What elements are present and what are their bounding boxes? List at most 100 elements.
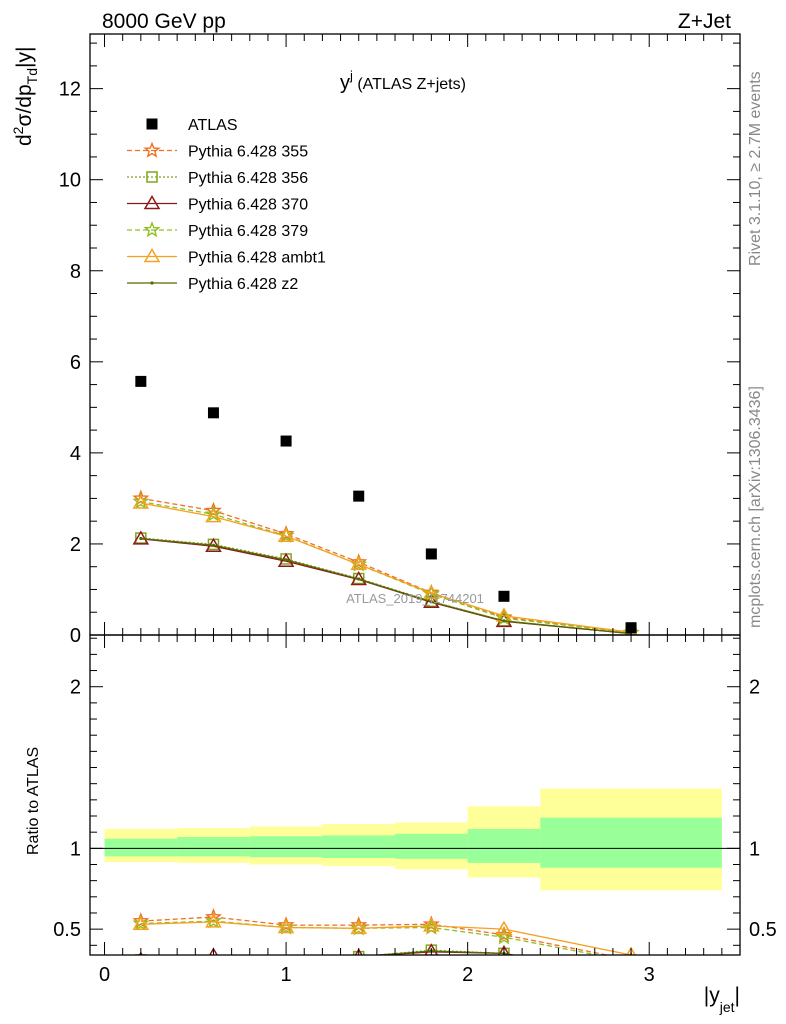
upper-marker-series-5-2 bbox=[284, 558, 288, 562]
ratio-marker-series-1-6 bbox=[626, 973, 636, 983]
lower-y-axis-label: Ratio to ATLAS bbox=[25, 747, 42, 855]
ratio-marker-series-4-3 bbox=[350, 919, 368, 935]
upper-y-tick-label: 0 bbox=[70, 625, 81, 647]
lower-y-tick-label-left: 0.5 bbox=[53, 919, 81, 941]
upper-marker-series-5-4 bbox=[429, 600, 433, 604]
ratio-marker-series-3-2 bbox=[277, 918, 295, 935]
upper-data-points bbox=[135, 375, 637, 634]
x-tick-label: 1 bbox=[281, 964, 292, 986]
legend-label-atlas: ATLAS bbox=[188, 117, 238, 134]
upper-marker-series-5-1 bbox=[211, 543, 216, 547]
legend-label-series-4: Pythia 6.428 ambt1 bbox=[188, 250, 326, 267]
ratio-marker-series-4-0 bbox=[132, 915, 150, 931]
upper-marker-series-5-0 bbox=[139, 536, 143, 541]
ratio-marker-series-1-0 bbox=[135, 954, 147, 955]
lower-y-tick-label-right: 0.5 bbox=[749, 919, 777, 941]
ratio-marker-series-3-5 bbox=[495, 928, 513, 945]
ratio-marker-series-3-1 bbox=[204, 912, 222, 929]
upper-marker-series-0-3 bbox=[350, 553, 368, 570]
legend-marker-atlas bbox=[146, 118, 158, 130]
lower-y-tick-label-left: 1 bbox=[70, 838, 81, 860]
ratio-line-series-0 bbox=[140, 916, 611, 955]
band-green-5 bbox=[467, 828, 541, 863]
ratio-marker-series-4-1 bbox=[205, 913, 222, 928]
upper-marker-series-4-0 bbox=[132, 494, 150, 509]
ratio-marker-series-5-0 bbox=[139, 958, 142, 961]
atlas-data-point-3 bbox=[353, 490, 365, 502]
upper-y-axis-label: d2σ/dpTd|y| bbox=[10, 47, 40, 146]
x-tick-label: 2 bbox=[462, 964, 473, 986]
atlas-data-point-1 bbox=[207, 407, 219, 419]
atlas-data-point-6 bbox=[625, 622, 637, 634]
upper-marker-series-4-4 bbox=[423, 584, 440, 599]
legend-label-series-1: Pythia 6.428 356 bbox=[188, 170, 308, 187]
upper-marker-series-3-0 bbox=[132, 492, 150, 509]
atlas-data-point-2 bbox=[280, 435, 292, 447]
ratio-marker-series-5-6 bbox=[629, 976, 632, 979]
upper-marker-series-0-2 bbox=[277, 524, 295, 542]
legend-marker-series-3 bbox=[143, 221, 161, 238]
ratio-marker-series-4-4 bbox=[423, 917, 440, 932]
upper-marker-series-5-5 bbox=[502, 619, 506, 623]
upper-series bbox=[132, 489, 640, 635]
upper-line-series-5 bbox=[140, 537, 632, 635]
legend-marker-series-0 bbox=[143, 141, 161, 158]
band-green-3 bbox=[322, 835, 396, 859]
ratio-line-series-2 bbox=[373, 951, 516, 955]
ratio-marker-series-2-5 bbox=[498, 944, 510, 955]
upper-marker-series-5-3 bbox=[357, 577, 361, 581]
analysis-watermark: ATLAS_2019_I1744201 bbox=[346, 591, 484, 606]
header-left: 8000 GeV pp bbox=[102, 10, 226, 33]
legend-label-series-2: Pythia 6.428 370 bbox=[188, 197, 308, 214]
x-tick-label: 0 bbox=[99, 964, 110, 986]
band-green-1 bbox=[177, 837, 250, 857]
upper-marker-series-4-3 bbox=[350, 555, 368, 571]
legend-label-series-5: Pythia 6.428 z2 bbox=[188, 276, 298, 293]
ratio-marker-series-2-6 bbox=[624, 971, 638, 983]
legend-label-series-0: Pythia 6.428 355 bbox=[188, 144, 308, 161]
ratio-marker-series-0-1 bbox=[204, 908, 222, 925]
ratio-line-series-4 bbox=[140, 921, 632, 955]
band-green-6 bbox=[540, 817, 722, 868]
legend-marker-series-1 bbox=[146, 171, 158, 183]
atlas-data-point-4 bbox=[425, 548, 437, 560]
lower-y-tick-label-right: 2 bbox=[749, 677, 760, 699]
atlas-data-point-0 bbox=[135, 375, 147, 387]
lower-y-tick-label-left: 2 bbox=[70, 677, 81, 699]
mcplots-label: mcplots.cern.ch [arXiv:1306.3436] bbox=[747, 386, 764, 628]
upper-y-tick-label: 12 bbox=[59, 79, 81, 101]
legend-marker-series-5 bbox=[150, 281, 154, 285]
legend: ATLAS Pythia 6.428 355 Pythia 6.428 356 Pyt… bbox=[127, 117, 326, 293]
upper-y-tick-label: 4 bbox=[70, 443, 81, 465]
plot-title: yj (ATLAS Z+jets) bbox=[340, 68, 466, 94]
upper-marker-series-4-1 bbox=[205, 508, 222, 523]
band-green-4 bbox=[395, 833, 468, 859]
uncertainty-bands bbox=[90, 788, 740, 891]
band-green-2 bbox=[249, 836, 323, 858]
x-tick-label: 3 bbox=[644, 964, 655, 986]
upper-marker-series-0-0 bbox=[132, 489, 150, 506]
legend-marker-series-2 bbox=[143, 195, 161, 210]
ratio-marker-series-4-5 bbox=[495, 920, 513, 935]
upper-line-series-2 bbox=[140, 538, 632, 635]
upper-line-series-1 bbox=[140, 537, 632, 635]
legend-marker-series-4 bbox=[143, 248, 161, 263]
atlas-data-point-5 bbox=[498, 590, 510, 602]
x-axis-label: |yjet| bbox=[704, 984, 740, 1015]
lower-y-tick-label-right: 1 bbox=[749, 838, 760, 860]
band-green-0 bbox=[104, 838, 178, 857]
upper-y-tick-label: 6 bbox=[70, 352, 81, 374]
ratio-marker-series-1-1 bbox=[208, 961, 218, 971]
upper-line-series-4 bbox=[140, 502, 632, 633]
lower-series bbox=[132, 908, 638, 983]
ratio-marker-series-3-0 bbox=[132, 914, 150, 931]
upper-marker-series-3-2 bbox=[277, 526, 295, 544]
upper-y-tick-label: 2 bbox=[70, 534, 81, 556]
ratio-marker-series-4-2 bbox=[277, 919, 295, 934]
legend-label-series-3: Pythia 6.428 379 bbox=[188, 223, 308, 240]
upper-y-tick-label: 10 bbox=[59, 170, 81, 192]
ratio-marker-series-3-3 bbox=[350, 919, 368, 936]
ratio-marker-series-4-6 bbox=[626, 946, 637, 955]
